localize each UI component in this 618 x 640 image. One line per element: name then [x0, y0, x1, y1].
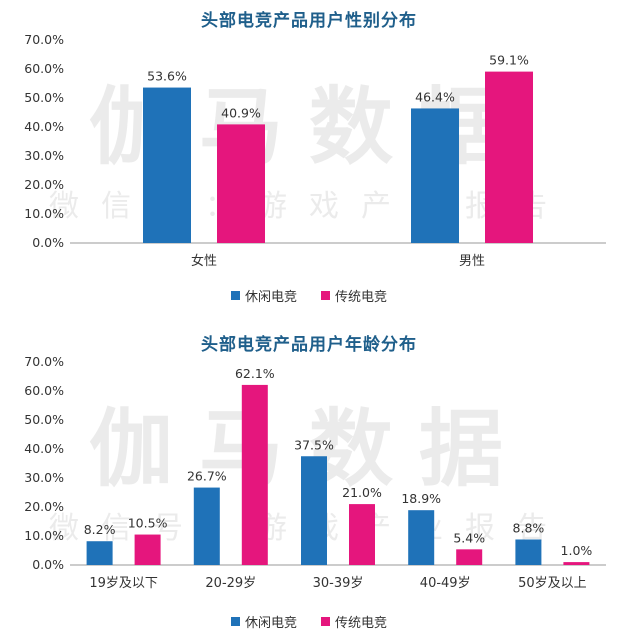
bar-casual — [515, 539, 542, 565]
legend-label-traditional: 传统电竞 — [335, 616, 388, 631]
y-tick-label: 70.0% — [24, 32, 64, 47]
bar-casual — [193, 487, 220, 565]
age-bar-chart: 0.0% 10.0% 20.0% 30.0% 40.0% 50.0% 60.0% 70.0% 8… — [24, 354, 606, 591]
data-label: 40.9% — [221, 105, 261, 120]
data-label: 8.8% — [513, 520, 545, 535]
bar-casual — [411, 108, 459, 243]
bar-casual — [301, 456, 327, 565]
gender-chart-title: 头部电竞产品用户性别分布 — [201, 11, 417, 31]
legend-swatch-traditional — [321, 617, 330, 626]
data-label: 46.4% — [415, 89, 455, 104]
gender-bar-chart: 0.0% 10.0% 20.0% 30.0% 40.0% 50.0% 60.0% 70.0% 5… — [24, 32, 606, 269]
bar-traditional — [134, 534, 161, 565]
x-category-label: 20-29岁 — [205, 576, 256, 591]
y-tick-label: 70.0% — [24, 354, 64, 369]
legend-swatch-casual — [230, 617, 240, 626]
bar-casual — [408, 510, 435, 565]
bar-traditional — [217, 124, 265, 243]
data-label: 10.5% — [128, 516, 168, 531]
data-label: 1.0% — [561, 543, 593, 558]
y-tick-label: 20.0% — [24, 177, 64, 192]
legend-item-casual: 休闲电竞 — [230, 286, 297, 305]
x-category-label: 19岁及以下 — [89, 576, 158, 591]
data-label: 26.7% — [187, 469, 227, 484]
y-tick-label: 50.0% — [24, 90, 64, 105]
data-label: 21.0% — [342, 485, 382, 500]
legend-label-traditional: 传统电竞 — [335, 290, 388, 305]
y-tick-label: 10.0% — [24, 206, 64, 221]
y-tick-label: 30.0% — [24, 470, 64, 485]
y-tick-label: 30.0% — [24, 148, 64, 163]
legend-item-traditional: 传统电竞 — [321, 286, 387, 305]
age-chart-legend: 休闲电竞 传统电竞 — [0, 612, 618, 631]
gender-chart-panel: 伽马数据 微信号：游戏产业报告 头部电竞产品用户性别分布 0.0% 10.0% 20… — [0, 0, 618, 312]
legend-label-casual: 休闲电竞 — [244, 290, 297, 305]
data-label: 18.9% — [401, 491, 441, 506]
age-chart-title: 头部电竞产品用户年龄分布 — [201, 335, 417, 355]
data-label: 62.1% — [235, 366, 275, 381]
y-tick-label: 60.0% — [24, 61, 64, 76]
bar-traditional — [485, 71, 533, 243]
x-category-label: 30-39岁 — [313, 576, 364, 591]
y-tick-label: 0.0% — [32, 235, 64, 250]
data-label: 37.5% — [294, 437, 334, 452]
y-tick-label: 40.0% — [24, 441, 64, 456]
x-category-label: 40-49岁 — [420, 576, 471, 591]
gender-chart-legend: 休闲电竞 传统电竞 — [0, 286, 618, 305]
legend-item-traditional: 传统电竞 — [321, 612, 387, 631]
legend-item-casual: 休闲电竞 — [230, 612, 297, 631]
y-tick-label: 10.0% — [24, 528, 64, 543]
bar-traditional — [456, 549, 483, 565]
y-tick-label: 50.0% — [24, 412, 64, 427]
legend-label-casual: 休闲电竞 — [244, 616, 297, 631]
y-tick-label: 0.0% — [32, 557, 64, 572]
legend-swatch-traditional — [321, 291, 330, 300]
legend-swatch-casual — [230, 291, 240, 300]
data-label: 8.2% — [84, 522, 116, 537]
bar-traditional — [563, 562, 590, 565]
y-tick-label: 40.0% — [24, 119, 64, 134]
data-label: 53.6% — [147, 69, 187, 84]
x-category-label: 50岁及以上 — [518, 576, 587, 591]
bar-casual — [143, 87, 191, 243]
age-chart-panel: 伽马数据 微信号：游戏产业报告 头部电竞产品用户年龄分布 0.0%10.0%20… — [0, 320, 618, 640]
data-label: 5.4% — [453, 530, 485, 545]
bar-traditional — [241, 384, 268, 565]
y-tick-label: 60.0% — [24, 383, 64, 398]
bar-traditional — [349, 504, 375, 565]
data-label: 59.1% — [489, 53, 529, 68]
x-category-label: 女性 — [191, 253, 217, 269]
y-tick-label: 20.0% — [24, 499, 64, 514]
bar-casual — [86, 541, 113, 565]
x-category-label: 男性 — [459, 254, 485, 269]
